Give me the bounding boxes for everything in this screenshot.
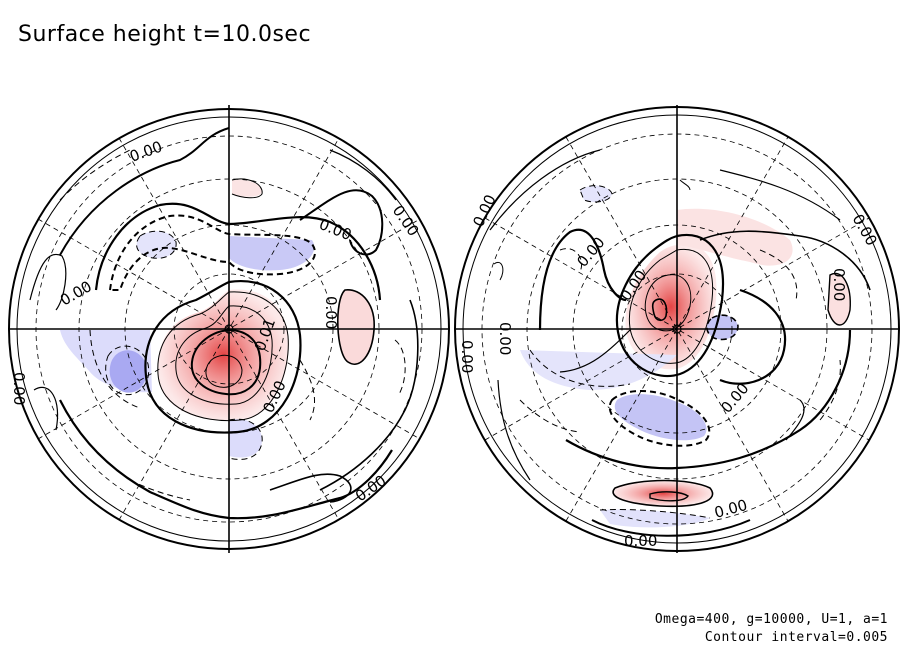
plot-title: Surface height t=10.0sec [18,22,312,47]
left-label-4: 0.00 [57,277,95,309]
left-label-2: 0.00 [317,215,355,244]
right-label-8: 0.00 [717,379,752,416]
right-positive-rightedge [828,273,851,325]
left-hemisphere: 0.00 0.00 0.00 0.00 0.00 0.01 0.00 0.00 … [8,105,450,553]
left-positive-right [337,289,375,365]
right-label-4: 0.00 [849,211,881,249]
right-positive-bottom [613,480,713,507]
left-label-1: 0.00 [127,137,165,165]
left-negative-region-top [229,236,315,271]
parameters-note: Omega=400, g=10000, U=1, a=1 [654,612,888,627]
left-negative-lower [229,419,262,458]
left-label-3: 0.00 [389,202,423,240]
right-label-9: 0.00 [712,496,749,522]
left-label-8: 0.00 [10,372,28,405]
right-hemisphere: 0.00 0.00 0.00 0.00 0.00 0.00 0.00 0.00 … [454,105,900,553]
contour-interval-note: Contour interval=0.005 [704,630,888,645]
left-label-5: 0.00 [322,296,340,329]
right-negative-left [520,350,677,390]
left-negative-topleft [136,231,177,259]
right-label-10: 0.00 [624,532,657,550]
right-label-5: 0.00 [830,268,848,301]
right-positive-region [625,244,717,370]
right-negative-lower [614,394,707,441]
left-label-9: 0.00 [352,471,390,505]
right-negative-bottom [600,509,710,528]
left-negative-blob [109,350,147,393]
right-label-6: 0.00 [496,322,514,355]
left-positive-top [232,179,262,197]
right-label-7: 0.00 [458,340,476,373]
